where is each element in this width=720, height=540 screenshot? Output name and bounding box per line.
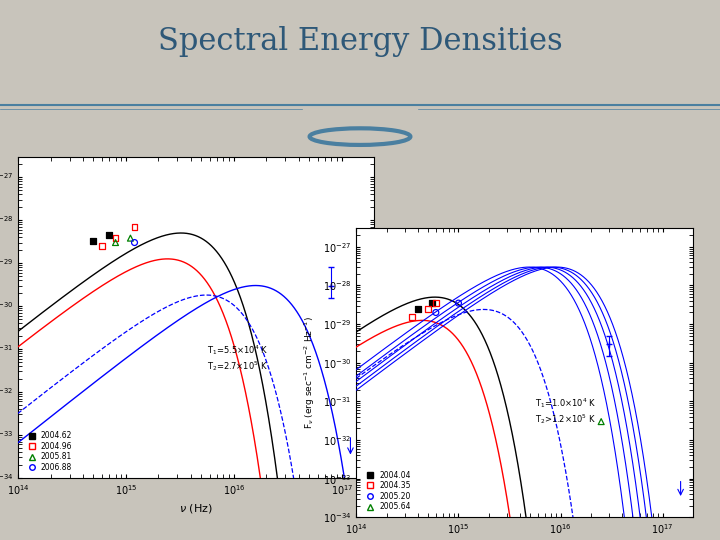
Point: [96, 241, 108, 250]
Point: [422, 305, 433, 313]
Legend: 2004.04, 2004.35, 2005.20, 2005.64: 2004.04, 2004.35, 2005.20, 2005.64: [360, 468, 413, 514]
Text: T$_1$=5.5×10$^4$ K
T$_2$=2.7×10$^5$ K: T$_1$=5.5×10$^4$ K T$_2$=2.7×10$^5$ K: [207, 343, 269, 373]
Text: T$_1$=1.0×10$^4$ K
T$_2$>1.2×10$^5$ K: T$_1$=1.0×10$^4$ K T$_2$>1.2×10$^5$ K: [535, 396, 597, 426]
Legend: 2004.62, 2004.96, 2005.81, 2006.88: 2004.62, 2004.96, 2005.81, 2006.88: [22, 429, 75, 474]
Point: [412, 305, 423, 313]
Point: [88, 237, 99, 246]
Point: [406, 313, 418, 322]
Point: [109, 238, 121, 247]
Point: [426, 299, 438, 307]
Point: [430, 308, 441, 317]
Point: [109, 234, 121, 242]
X-axis label: $\nu$ (Hz): $\nu$ (Hz): [179, 502, 213, 515]
Point: [129, 238, 140, 247]
Y-axis label: F$_\nu$ (erg sec$^{-1}$ cm$^{-2}$ Hz$^{-1}$): F$_\nu$ (erg sec$^{-1}$ cm$^{-2}$ Hz$^{-…: [303, 316, 318, 429]
Point: [595, 417, 607, 426]
Point: [430, 299, 441, 307]
Point: [129, 222, 140, 231]
Point: [453, 299, 464, 307]
Point: [104, 231, 115, 239]
Text: Spectral Energy Densities: Spectral Energy Densities: [158, 26, 562, 57]
Point: [125, 234, 136, 242]
